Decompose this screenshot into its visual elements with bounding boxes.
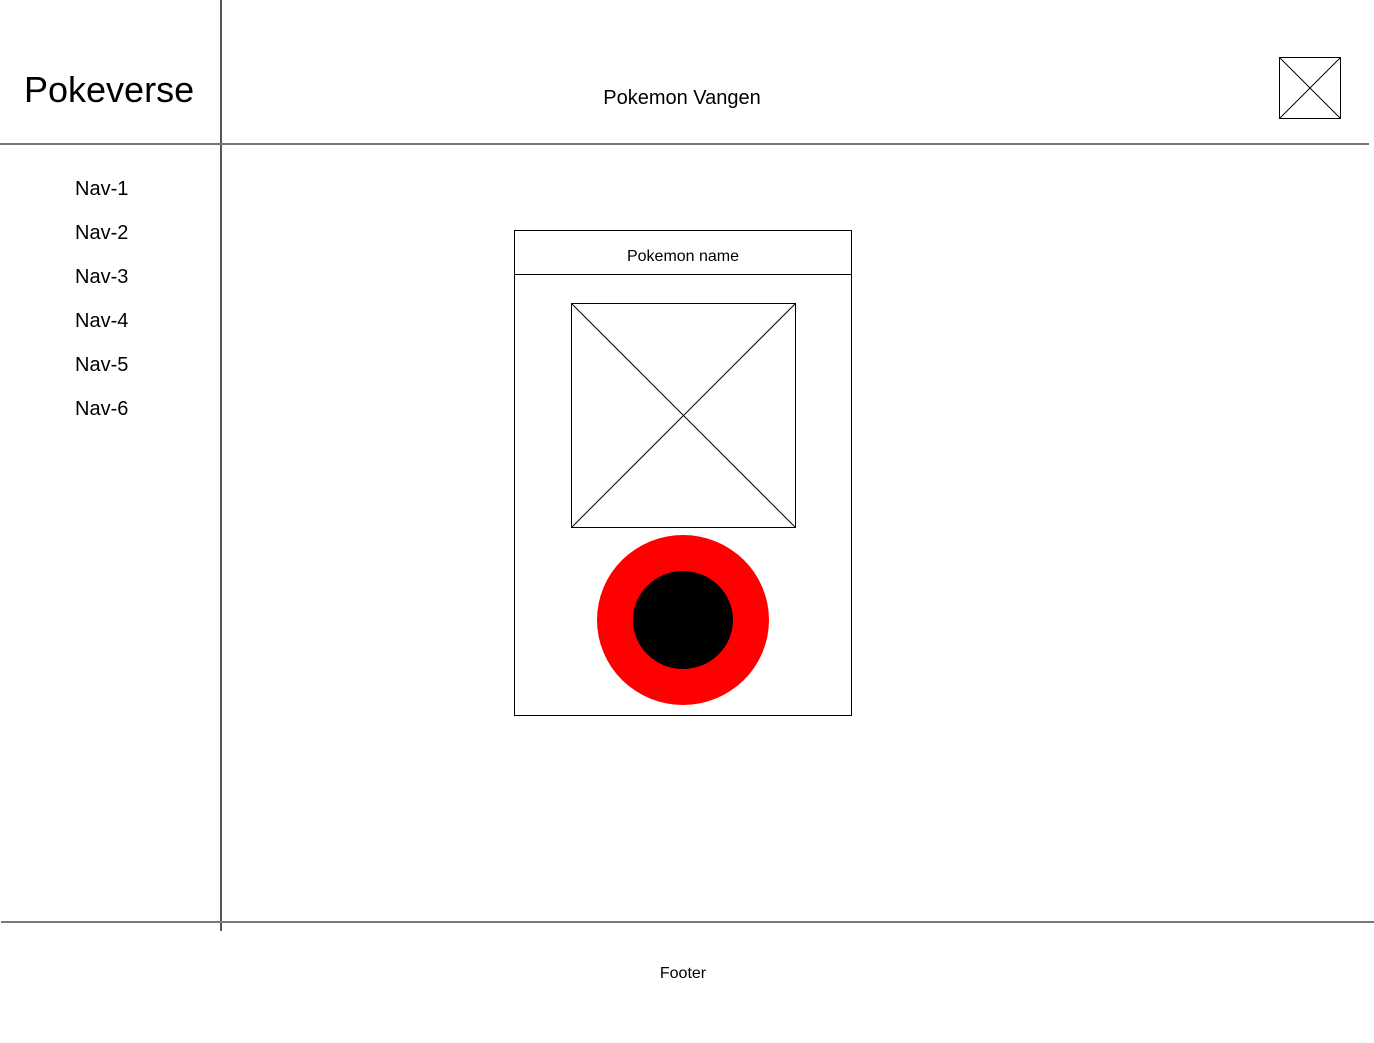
pokemon-card: Pokemon name	[514, 230, 852, 716]
sidebar-item-nav-1[interactable]: Nav-1	[75, 178, 129, 200]
sidebar-item-nav-6[interactable]: Nav-6	[75, 398, 129, 420]
pokeball-icon[interactable]	[597, 535, 769, 705]
image-placeholder-icon	[571, 303, 796, 528]
sidebar-item-nav-2[interactable]: Nav-2	[75, 222, 129, 244]
pokemon-name: Pokemon name	[515, 231, 851, 275]
page-title: Pokemon Vangen	[603, 87, 761, 109]
brand-logo[interactable]: Pokeverse	[24, 69, 195, 110]
footer: Footer	[659, 965, 707, 982]
sidebar-nav: Nav-1 Nav-2 Nav-3 Nav-4 Nav-5 Nav-6	[75, 176, 128, 440]
sidebar-item-nav-3[interactable]: Nav-3	[75, 266, 129, 288]
sidebar-item-nav-5[interactable]: Nav-5	[75, 354, 129, 376]
sidebar-divider	[220, 0, 222, 931]
image-placeholder-icon[interactable]	[1279, 57, 1341, 119]
pokeball-inner-circle	[633, 571, 733, 669]
footer-divider	[1, 921, 1374, 923]
header-divider	[0, 143, 1369, 145]
sidebar-item-nav-4[interactable]: Nav-4	[75, 310, 129, 332]
